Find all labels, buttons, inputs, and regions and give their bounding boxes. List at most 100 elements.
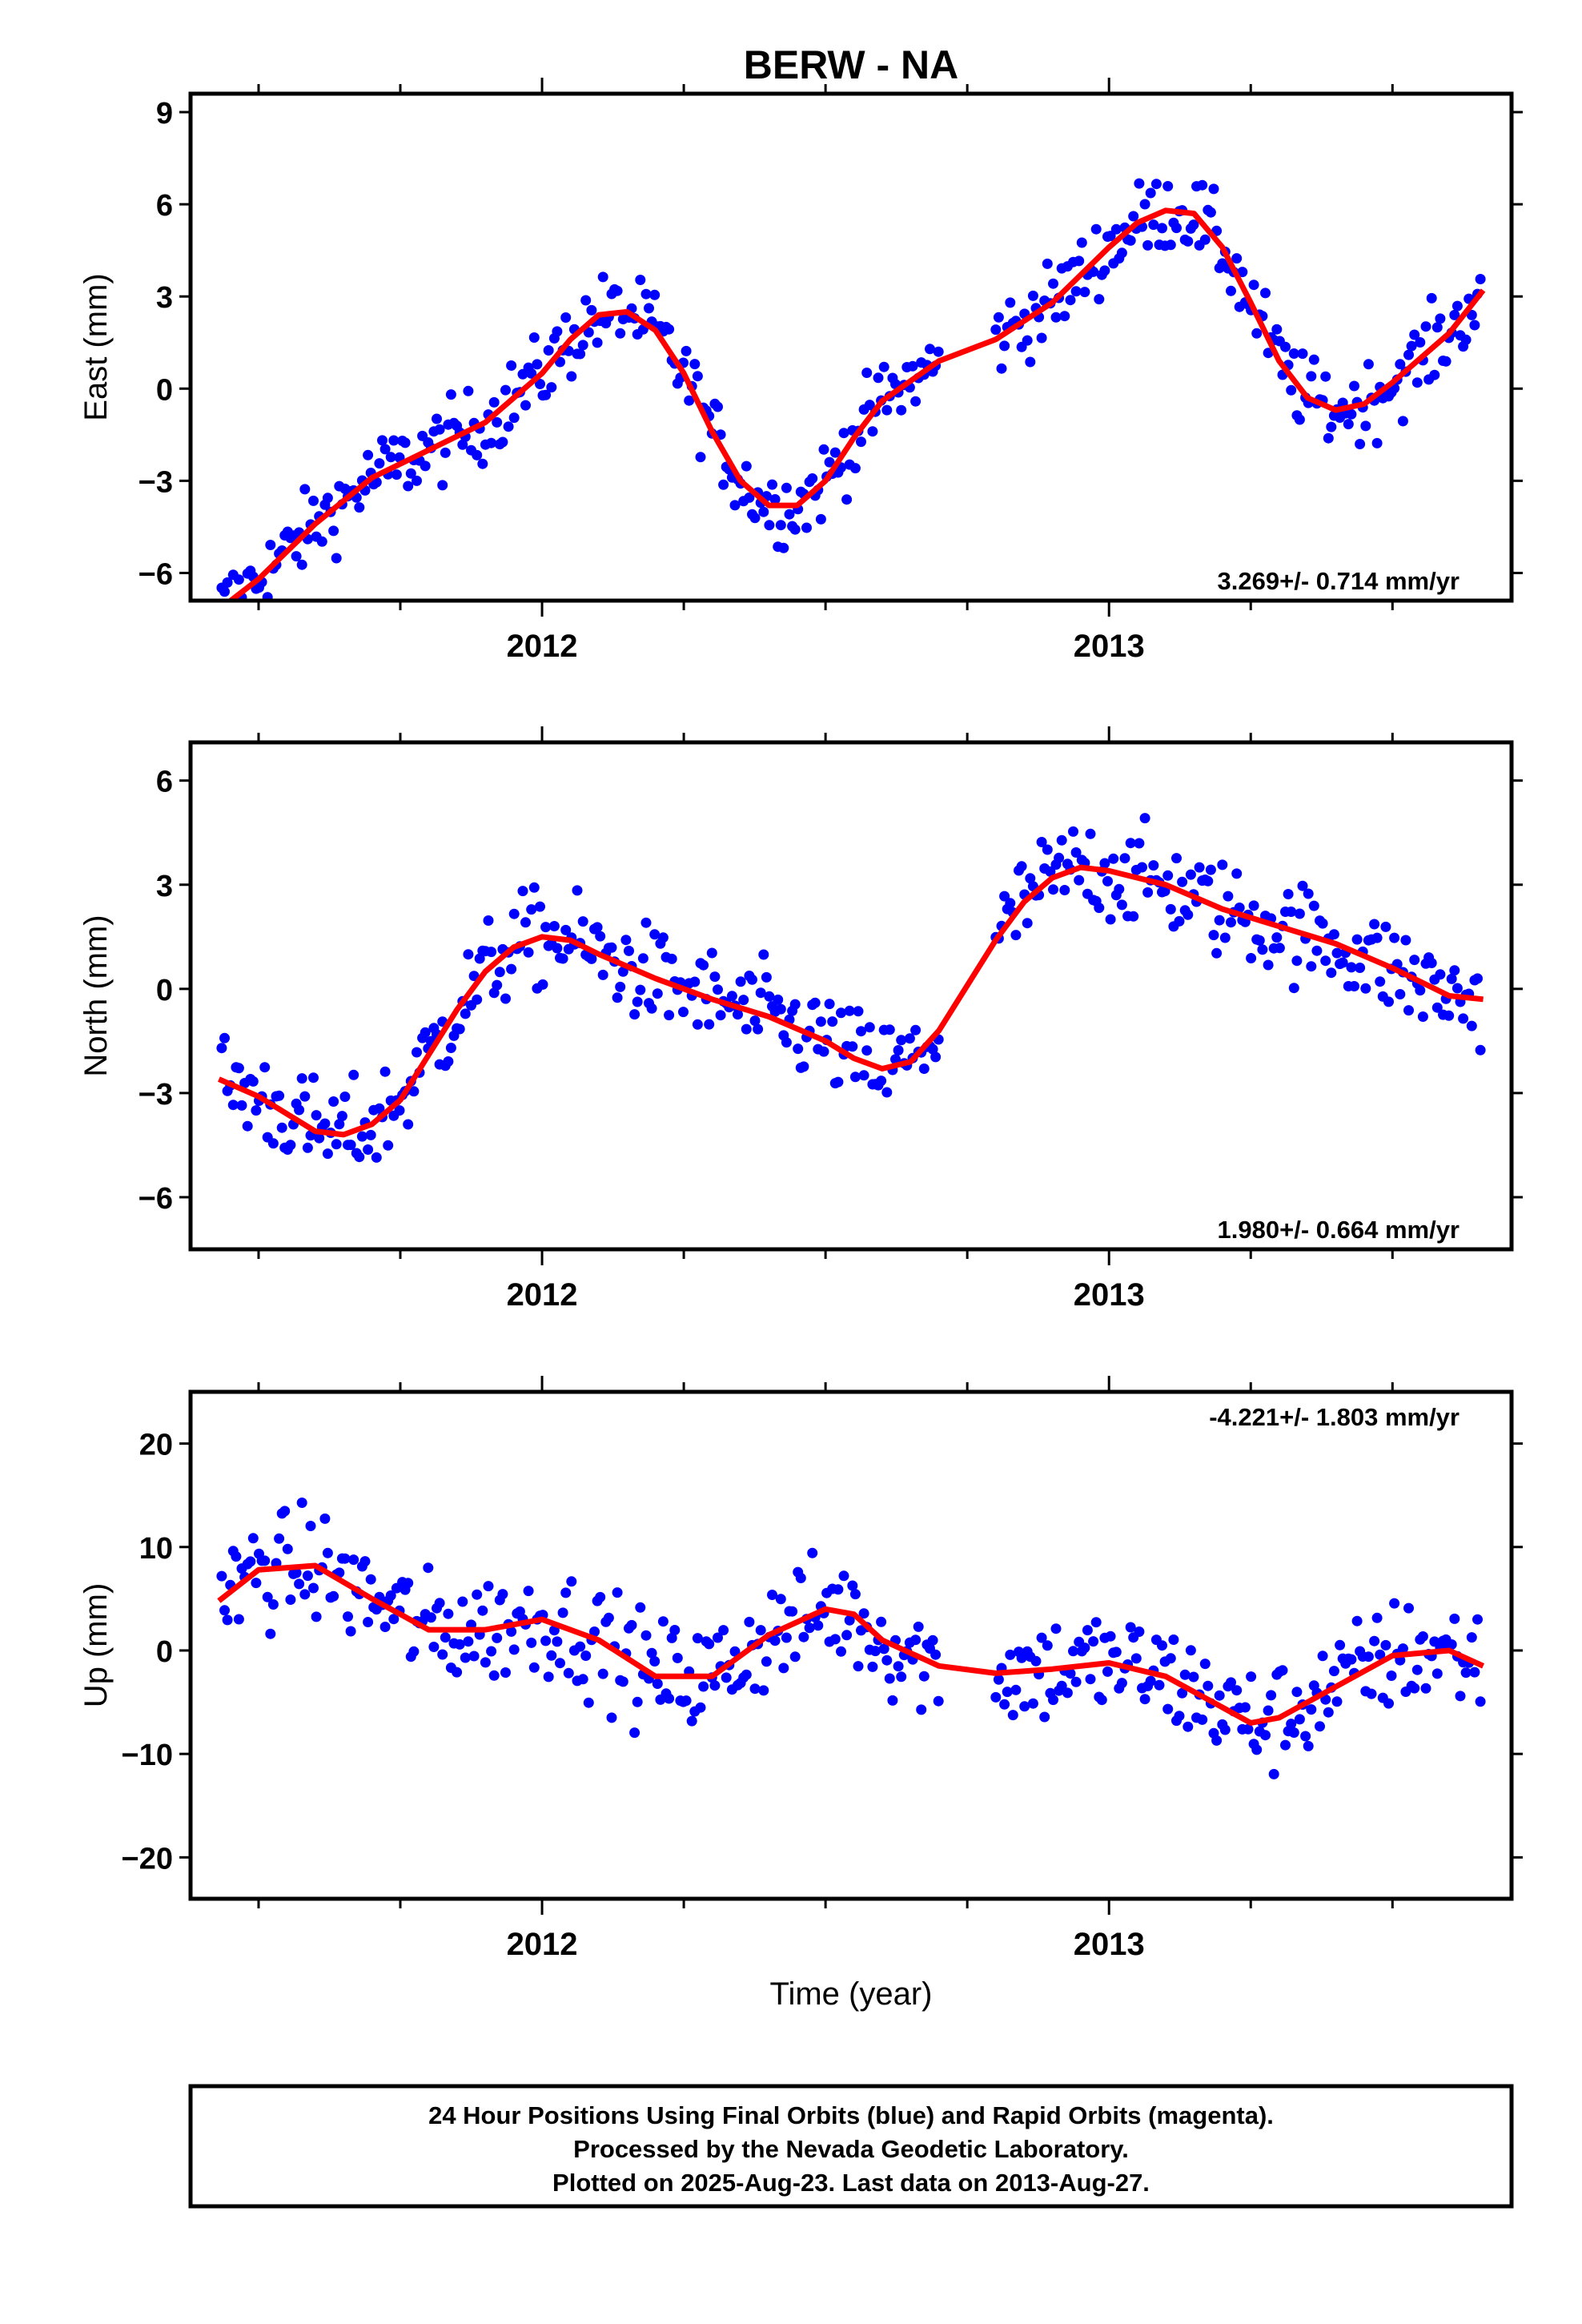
east-data-point [1079,287,1090,298]
up-data-point [279,1506,291,1517]
up-data-point [836,1646,846,1657]
north-data-point [1355,963,1366,973]
north-data-point [454,1023,465,1035]
up-data-point [878,1643,889,1655]
east-data-point [1231,253,1243,264]
up-data-point [385,1590,396,1601]
up-data-point [1306,1704,1317,1715]
up-data-point [1110,1647,1122,1658]
north-data-point [847,1041,858,1052]
north-data-point [1331,947,1343,959]
up-data-point [1409,1683,1420,1694]
up-data-point [617,1676,628,1687]
up-data-point [1383,1698,1394,1709]
east-data-point [1110,223,1122,235]
north-data-point [506,963,517,975]
north-data-point [1074,875,1085,886]
east-data-point [328,525,339,537]
east-data-point [379,444,391,455]
up-data-point [649,1656,661,1667]
up-data-point [523,1586,534,1597]
north-data-point [319,1118,331,1129]
north-data-point [646,1003,657,1014]
figure-title: BERW - NA [744,42,959,87]
north-data-point [1177,876,1188,887]
up-data-point [910,1634,921,1646]
up-data-point [858,1608,869,1619]
east-data-point [649,289,661,300]
up-data-point [1397,1643,1408,1655]
up-data-point [1403,1602,1414,1614]
north-data-point [1257,944,1268,955]
east-data-point [575,348,586,360]
up-data-point [497,1589,508,1600]
east-data-point [695,452,706,463]
east-data-point [689,359,701,370]
east-data-point [1360,420,1371,432]
up-data-point [1369,1635,1380,1647]
east-data-point [684,395,695,406]
up-data-point [1096,1695,1107,1706]
north-data-point [1116,899,1127,911]
up-data-point [247,1533,259,1544]
north-data-point [741,1023,752,1035]
east-data-point [1027,290,1038,301]
north-xtick-label: 2013 [1074,1277,1145,1313]
north-data-point [1326,967,1337,979]
north-data-point [1134,838,1145,849]
north-data-point [1346,962,1357,973]
east-data-point [741,460,752,472]
north-data-point [528,882,540,893]
north-data-point [1371,932,1383,943]
north-data-point [322,1148,333,1160]
up-data-point [1371,1612,1383,1623]
up-data-point [577,1674,588,1685]
east-data-point [925,344,935,355]
up-data-point [359,1556,371,1567]
north-data-point [1054,852,1065,863]
north-data-point [1226,917,1236,928]
east-data-point [265,540,276,550]
up-data-point [388,1614,400,1625]
up-data-point [626,1619,637,1630]
north-data-point [749,1015,761,1027]
up-data-point [322,1547,333,1558]
north-data-point [560,924,572,935]
north-data-point [242,1120,253,1132]
east-data-point [1199,234,1211,245]
north-data-point [861,1045,873,1056]
north-data-point [1246,953,1257,963]
north-data-point [649,929,661,940]
east-data-point [856,436,866,448]
up-data-point [1331,1696,1343,1707]
east-data-point [1205,207,1216,218]
east-data-point [405,468,416,479]
north-data-point [704,1019,715,1030]
north-data-point [251,1105,262,1116]
east-data-point [1403,349,1414,360]
up-data-point [483,1581,494,1592]
north-data-point [1171,853,1182,864]
up-data-point [698,1681,709,1692]
north-data-point [735,976,746,987]
up-data-point [597,1668,608,1679]
north-data-point [1056,834,1067,846]
up-data-point [508,1644,520,1655]
north-data-point [1360,983,1371,994]
up-data-point [1134,1626,1145,1637]
east-ytick-label: −6 [139,557,173,591]
north-data-point [617,966,628,977]
up-data-point [285,1594,296,1605]
up-data-point [1315,1721,1325,1732]
east-data-point [308,495,319,506]
north-data-point [1119,853,1130,864]
east-data-point [838,428,849,439]
north-data-point [1475,1044,1486,1055]
north-data-point [1308,900,1319,911]
east-data-point [1128,211,1139,222]
north-data-point [698,959,709,971]
east-data-point [1431,322,1443,333]
up-data-point [744,1616,755,1627]
north-data-point [577,916,588,927]
east-data-point [829,447,841,458]
